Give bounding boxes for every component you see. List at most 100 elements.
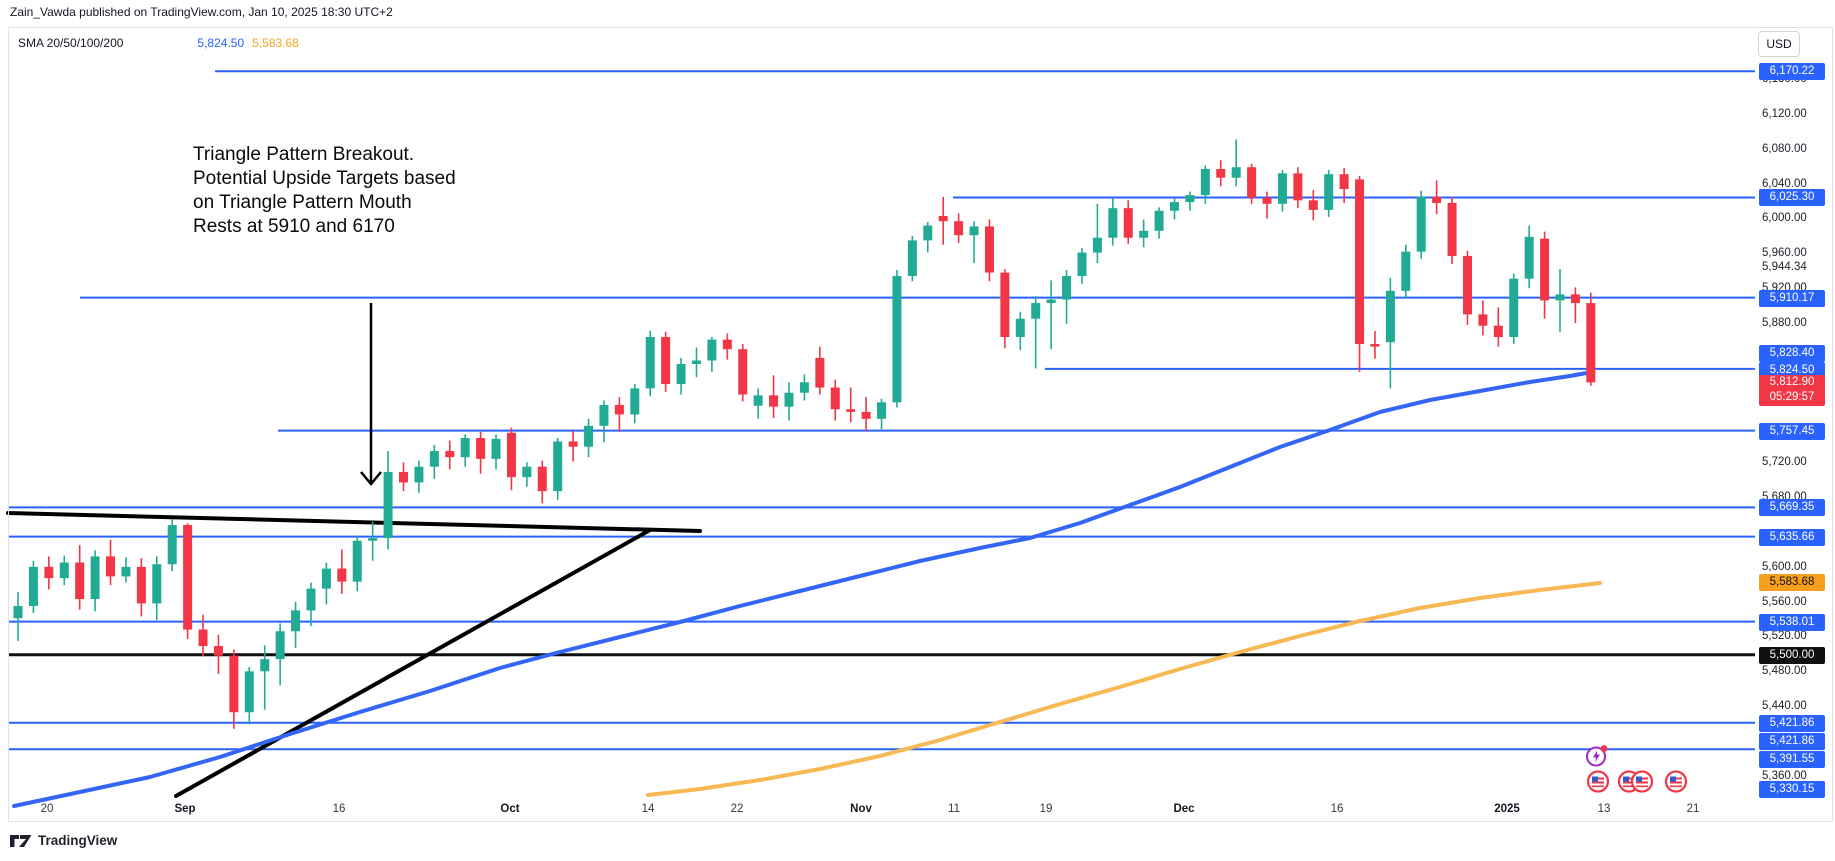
publish-header: Zain_Vawda published on TradingView.com,… <box>10 5 393 19</box>
candle-body <box>44 566 54 579</box>
candle-body <box>337 568 347 582</box>
candle-body <box>892 276 902 403</box>
price-label: 6,170.22 <box>1759 62 1825 80</box>
y-axis-tick: 5,360.00 <box>1762 769 1807 782</box>
candle-body <box>954 221 964 236</box>
sma-orange-value: 5,583.68 <box>252 36 299 50</box>
price-label: 5,635.66 <box>1759 528 1825 546</box>
candle-body <box>830 387 840 410</box>
triangle-trendline <box>174 528 652 798</box>
tradingview-brand[interactable]: TradingView <box>10 833 117 848</box>
candle-body <box>923 225 933 241</box>
x-axis-label: 19 <box>1039 803 1053 815</box>
candle-body <box>506 432 516 478</box>
x-axis-label: 16 <box>332 803 346 815</box>
price-label: 5,828.40 <box>1759 344 1825 362</box>
candle-body <box>1123 208 1133 238</box>
candle-body <box>414 466 424 483</box>
candle-body <box>553 441 563 492</box>
price-label: 6,025.30 <box>1759 188 1825 206</box>
candle-body <box>213 646 223 656</box>
candle-body <box>476 437 486 459</box>
candle-body <box>399 471 408 483</box>
candle-body <box>599 404 609 426</box>
tradingview-logo-icon <box>10 834 32 847</box>
candle-body <box>352 540 362 582</box>
candle-body <box>630 388 640 415</box>
currency-toggle-button[interactable]: USD <box>1758 31 1800 57</box>
candle-body <box>1493 325 1503 338</box>
y-axis-tick: 5,720.00 <box>1762 456 1807 469</box>
candle-body <box>260 659 270 672</box>
candle-body <box>1154 210 1164 231</box>
candle-body <box>121 566 131 577</box>
bar-countdown: 05:29:57 <box>1769 390 1815 403</box>
annotation-arrowhead <box>360 471 382 486</box>
us-economic-event-flag-icon[interactable] <box>1664 770 1688 799</box>
candle-body <box>1478 314 1488 326</box>
candle-body <box>1216 168 1226 178</box>
candle-body <box>707 339 717 361</box>
candle-body <box>1170 202 1179 211</box>
candle-body <box>198 629 208 647</box>
candle-body <box>1308 200 1318 210</box>
candle-body <box>645 337 655 389</box>
candle-body <box>907 240 917 277</box>
candle-body <box>661 337 671 385</box>
candle-body <box>1077 252 1087 277</box>
candle-body <box>460 437 470 458</box>
sma-legend-label: SMA 20/50/100/200 <box>18 36 124 50</box>
candle-body <box>846 409 856 412</box>
indicator-legend[interactable]: SMA 20/50/100/200 5,824.50 5,583.68 <box>18 36 299 50</box>
candle-body <box>1339 174 1349 190</box>
candle-body <box>1293 173 1303 201</box>
candle-body <box>1509 278 1519 338</box>
candle-body <box>229 655 239 713</box>
us-economic-event-flag-icon[interactable] <box>1586 770 1610 799</box>
candle-body <box>1200 168 1210 196</box>
candle-body <box>1046 299 1056 304</box>
chart-annotation-text[interactable]: Triangle Pattern Breakout. Potential Ups… <box>193 143 456 239</box>
candle-body <box>1524 236 1534 279</box>
candle-body <box>584 425 594 447</box>
candle-body <box>815 357 825 388</box>
candle-body <box>537 466 547 492</box>
candle-body <box>738 349 748 395</box>
candle-body <box>59 562 69 579</box>
candle-body <box>1324 174 1334 210</box>
candle-body <box>429 451 439 467</box>
sma-blue-line <box>12 370 1594 808</box>
x-axis-label: 11 <box>948 803 960 815</box>
x-axis-label: Oct <box>500 803 520 815</box>
candles <box>13 139 1596 729</box>
y-axis-tick: 5,480.00 <box>1762 665 1807 678</box>
x-axis-label: 16 <box>1330 803 1344 815</box>
annotation-line: Triangle Pattern Breakout. <box>193 144 415 165</box>
candle-body <box>1447 202 1457 257</box>
candle-body <box>1139 230 1149 238</box>
candle-body <box>877 402 887 419</box>
sma-blue-value: 5,824.50 <box>197 36 245 50</box>
us-economic-event-flag-icon[interactable] <box>1630 770 1654 799</box>
candle-body <box>1031 303 1041 319</box>
price-label: 5,757.45 <box>1759 422 1825 440</box>
candle-body <box>291 610 301 632</box>
candle-body <box>722 339 732 350</box>
x-axis-label: Nov <box>850 803 872 815</box>
candle-body <box>861 411 871 419</box>
candle-body <box>167 525 177 565</box>
y-axis-tick: 5,944.34 <box>1762 260 1807 273</box>
breaking-news-icon[interactable] <box>1584 743 1610 774</box>
price-label: 5,583.68 <box>1759 573 1825 591</box>
candle-body <box>969 226 979 236</box>
price-label: 5,910.17 <box>1759 289 1825 307</box>
candle-body <box>568 441 578 447</box>
candle-body <box>491 438 501 459</box>
candle-body <box>614 404 624 415</box>
candle-body <box>136 566 146 604</box>
candle-body <box>90 556 100 600</box>
x-axis-label: 21 <box>1686 803 1700 815</box>
sma-orange-line <box>646 581 1602 797</box>
price-label: 5,391.55 <box>1759 750 1825 768</box>
